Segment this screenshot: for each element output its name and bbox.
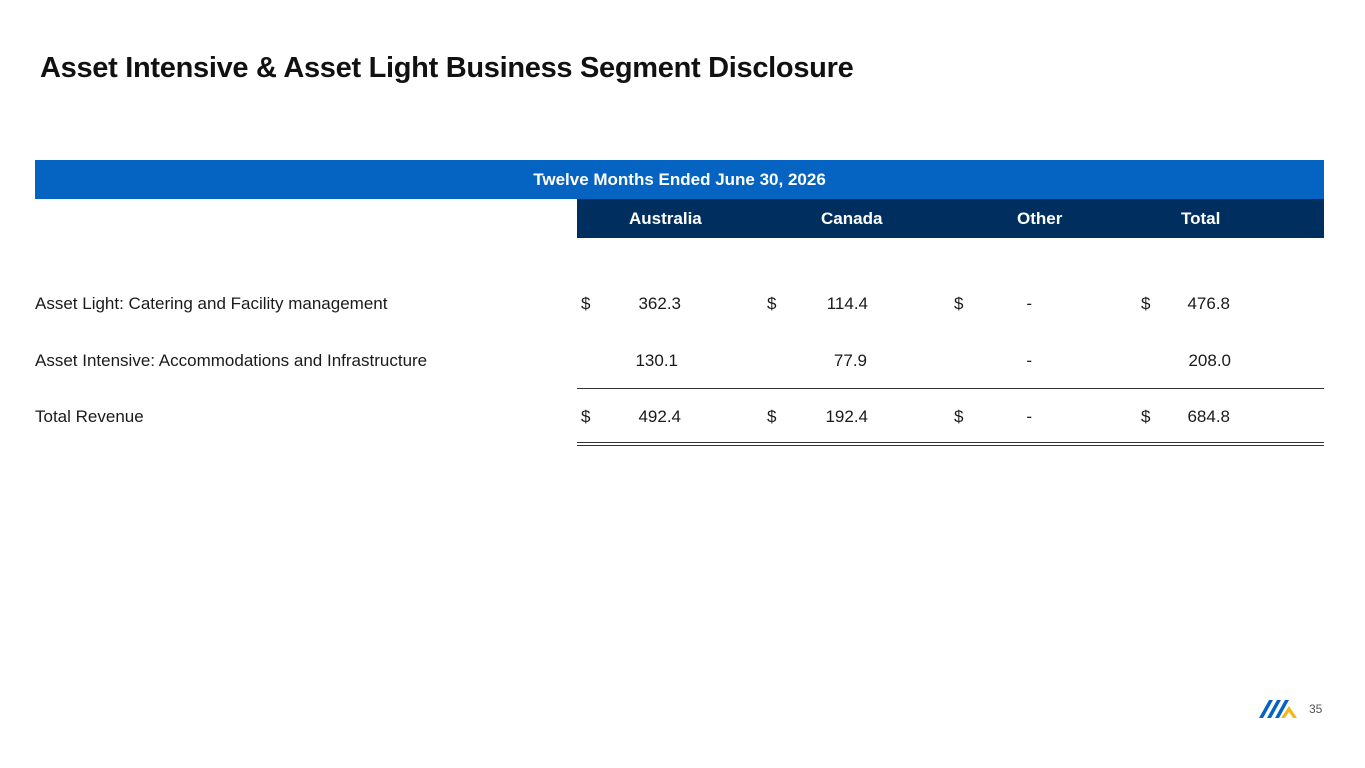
cell-total: 684.8 bbox=[1187, 407, 1230, 426]
company-logo-icon bbox=[1259, 700, 1297, 718]
column-header-total: Total bbox=[1181, 209, 1221, 228]
currency-symbol: $ bbox=[581, 294, 591, 313]
cell-other: - bbox=[1026, 294, 1032, 313]
cell-australia: 362.3 bbox=[638, 294, 681, 313]
cell-total: 476.8 bbox=[1187, 294, 1230, 313]
cell-australia: 492.4 bbox=[638, 407, 681, 426]
currency-symbol: $ bbox=[1141, 294, 1151, 313]
row-label-asset-intensive: Asset Intensive: Accommodations and Infr… bbox=[35, 351, 428, 370]
logo-stripe-2 bbox=[1267, 700, 1281, 718]
subtotal-rule bbox=[577, 388, 1324, 389]
cell-other: - bbox=[1026, 351, 1032, 370]
logo-chevron bbox=[1281, 706, 1297, 718]
currency-symbol: $ bbox=[954, 294, 964, 313]
column-header-australia: Australia bbox=[629, 209, 702, 228]
currency-symbol: $ bbox=[954, 407, 964, 426]
column-header-canada: Canada bbox=[821, 209, 883, 228]
column-header-bar: Australia Canada Other Total bbox=[577, 199, 1324, 238]
cell-canada: 77.9 bbox=[833, 351, 867, 370]
currency-symbol: $ bbox=[1141, 407, 1151, 426]
row-label-asset-light: Asset Light: Catering and Facility manag… bbox=[35, 294, 388, 313]
currency-symbol: $ bbox=[581, 407, 591, 426]
page-number: 35 bbox=[1309, 702, 1323, 716]
column-header-other: Other bbox=[1017, 209, 1063, 228]
cell-canada: 192.4 bbox=[825, 407, 868, 426]
cell-canada: 114.4 bbox=[826, 294, 868, 313]
slide-title: Asset Intensive & Asset Light Business S… bbox=[40, 52, 854, 84]
row-label-total-revenue: Total Revenue bbox=[35, 407, 144, 426]
total-double-rule bbox=[577, 442, 1324, 446]
logo-stripe-3 bbox=[1275, 700, 1289, 718]
cell-australia: 130.1 bbox=[635, 351, 678, 370]
currency-symbol: $ bbox=[767, 294, 777, 313]
currency-symbol: $ bbox=[767, 407, 777, 426]
cell-other: - bbox=[1026, 407, 1032, 426]
logo-stripe-1 bbox=[1259, 700, 1273, 718]
cell-total: 208.0 bbox=[1188, 351, 1231, 370]
period-header: Twelve Months Ended June 30, 2026 bbox=[35, 160, 1324, 199]
